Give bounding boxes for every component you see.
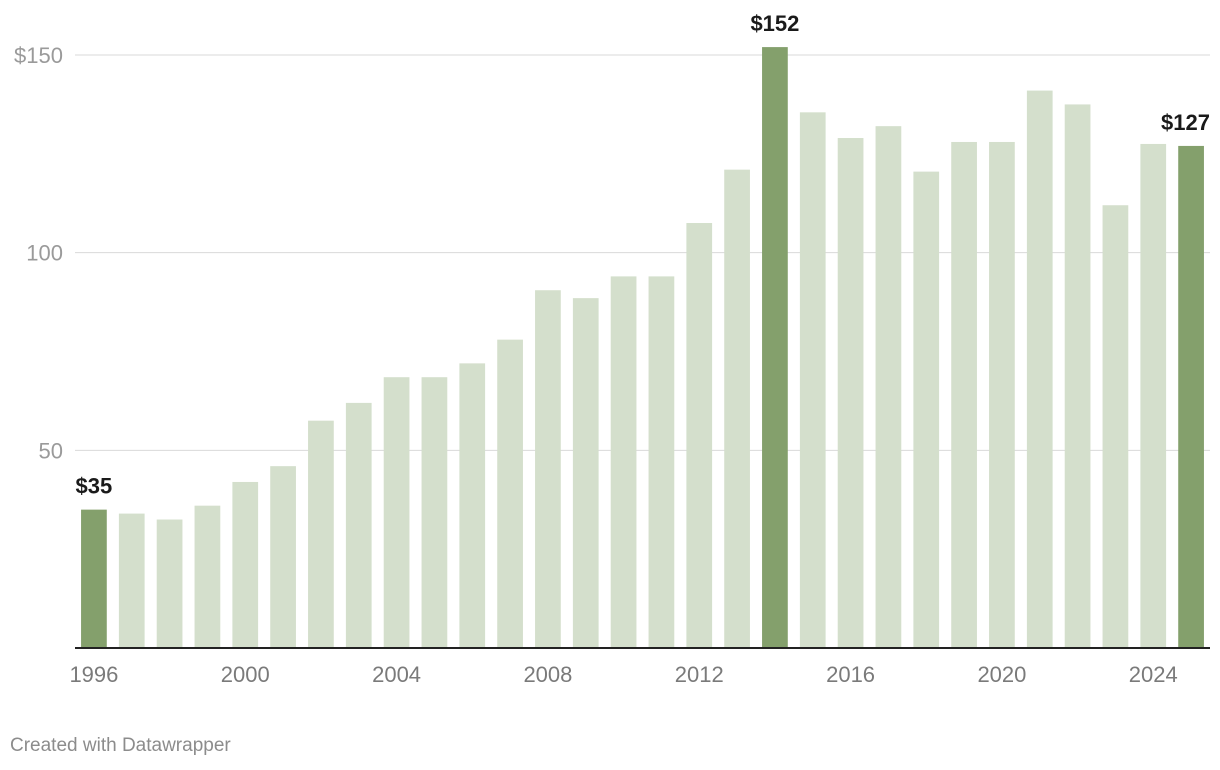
bar-1998[interactable] [156, 519, 183, 648]
x-tick-label-1996: 1996 [69, 662, 118, 687]
bar-2014[interactable] [762, 47, 788, 649]
x-tick-label-2012: 2012 [675, 662, 724, 687]
y-tick-label-50: 50 [39, 438, 63, 463]
value-labels: $35 $152 $127 [76, 11, 1210, 499]
value-label-1996: $35 [76, 474, 113, 499]
x-tick-label-2024: 2024 [1129, 662, 1178, 687]
bars [81, 47, 1204, 649]
credit-text[interactable]: Created with Datawrapper [10, 735, 231, 756]
bar-2004[interactable] [383, 377, 410, 648]
x-tick-label-2020: 2020 [977, 662, 1026, 687]
value-label-2025: $127 [1161, 110, 1210, 135]
bar-2022[interactable] [1064, 104, 1091, 648]
x-tick-label-2008: 2008 [523, 662, 572, 687]
y-tick-label-100: 100 [26, 241, 63, 266]
y-tick-label-150: $150 [14, 43, 63, 68]
bar-2024[interactable] [1140, 143, 1167, 648]
bar-2003[interactable] [345, 402, 372, 648]
bar-2013[interactable] [724, 169, 750, 648]
bar-2010[interactable] [610, 276, 637, 648]
bar-2025[interactable] [1178, 145, 1204, 648]
bar-2017[interactable] [875, 126, 902, 648]
bar-2000[interactable] [232, 481, 259, 648]
bar-2007[interactable] [497, 339, 523, 648]
bar-1999[interactable] [194, 505, 221, 648]
bar-2008[interactable] [535, 290, 561, 648]
bar-2015[interactable] [799, 112, 826, 648]
bar-2012[interactable] [686, 223, 713, 648]
bar-2020[interactable] [989, 141, 1015, 648]
y-axis-ticks: 50 100 $150 [14, 43, 63, 463]
bar-2005[interactable] [421, 377, 448, 648]
bar-2016[interactable] [837, 138, 864, 648]
x-axis-ticks: 1996 2000 2004 2008 2012 2016 2020 2024 [69, 662, 1177, 687]
value-label-2014: $152 [750, 11, 799, 36]
x-tick-label-2000: 2000 [221, 662, 270, 687]
bar-2021[interactable] [1026, 90, 1053, 648]
bar-1997[interactable] [118, 513, 145, 648]
bar-2009[interactable] [572, 298, 599, 648]
bar-2006[interactable] [459, 363, 486, 648]
bar-2019[interactable] [951, 141, 977, 648]
bar-2001[interactable] [270, 466, 296, 648]
bar-2011[interactable] [648, 276, 675, 648]
gridlines [75, 54, 1210, 451]
bar-2023[interactable] [1102, 205, 1129, 648]
bar-2018[interactable] [913, 171, 940, 648]
x-tick-label-2016: 2016 [826, 662, 875, 687]
bar-1996[interactable] [81, 509, 107, 648]
bar-2002[interactable] [308, 420, 334, 648]
x-tick-label-2004: 2004 [372, 662, 421, 687]
